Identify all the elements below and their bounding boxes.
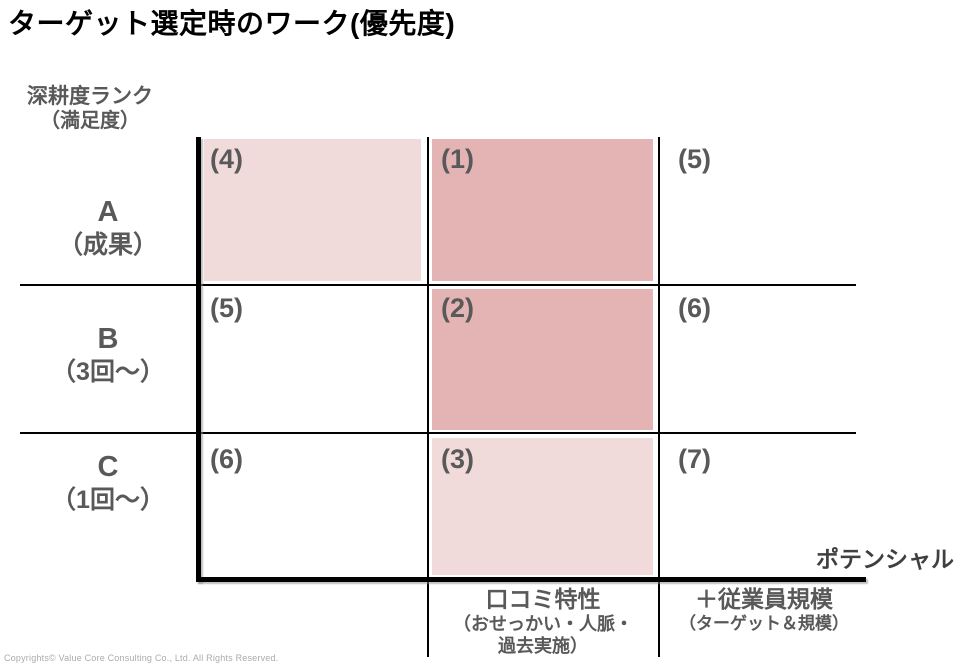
cell-priority-a1: (4)	[210, 144, 243, 174]
highlight-cell-2	[432, 289, 653, 430]
cell-priority-c2: (3)	[441, 444, 474, 474]
footer-mid-line2: （おせっかい・人脈・	[453, 614, 633, 634]
cell-priority-b2: (2)	[441, 293, 474, 323]
row-label-c: C （1回～）	[20, 451, 196, 516]
footer-column-word-of-mouth: 口コミ特性 （おせっかい・人脈・ 過去実施）	[425, 585, 661, 657]
highlight-cell-4	[204, 139, 421, 281]
cell-priority-b3: (6)	[678, 293, 711, 323]
y-axis-label-line1: 深耕度ランク	[27, 85, 153, 108]
footer-right-line2: （ターゲット＆規模）	[679, 614, 849, 633]
grid-vertical-divider-2	[658, 137, 660, 657]
footer-mid-line3: 過去実施）	[498, 636, 588, 656]
cell-priority-b1: (5)	[210, 293, 243, 323]
row-c-grade: C	[97, 451, 119, 483]
cell-priority-a2: (1)	[441, 144, 474, 174]
highlight-cell-1	[432, 139, 653, 281]
row-label-b: B （3回～）	[20, 323, 196, 388]
footer-mid-line1: 口コミ特性	[485, 586, 601, 612]
grid-vertical-divider-1	[427, 137, 429, 657]
row-a-desc: （成果）	[57, 231, 158, 259]
copyright-notice: Copyrights© Value Core Consulting Co., L…	[4, 653, 279, 663]
x-axis-label: ポテンシャル	[816, 546, 954, 572]
row-b-desc: （3回～）	[51, 358, 165, 386]
cell-priority-c1: (6)	[210, 444, 243, 474]
row-a-grade: A	[97, 196, 119, 228]
y-axis-label-line2: （満足度）	[40, 110, 140, 132]
row-label-a: A （成果）	[20, 196, 196, 261]
x-axis-line	[196, 577, 866, 582]
cell-priority-c3: (7)	[678, 444, 711, 474]
grid-horizontal-divider-2	[20, 432, 856, 434]
row-b-grade: B	[97, 323, 119, 355]
cell-priority-a3: (5)	[678, 144, 711, 174]
row-c-desc: （1回～）	[51, 486, 165, 514]
highlight-cell-3	[432, 438, 653, 575]
footer-column-employee-scale: ＋従業員規模 （ターゲット＆規模）	[659, 585, 869, 635]
y-axis-label: 深耕度ランク （満足度）	[6, 84, 174, 134]
footer-right-line1: ＋従業員規模	[695, 586, 833, 612]
y-axis-line	[196, 137, 201, 582]
grid-horizontal-divider-1	[20, 284, 856, 286]
page-title: ターゲット選定時のワーク(優先度)	[8, 8, 456, 39]
